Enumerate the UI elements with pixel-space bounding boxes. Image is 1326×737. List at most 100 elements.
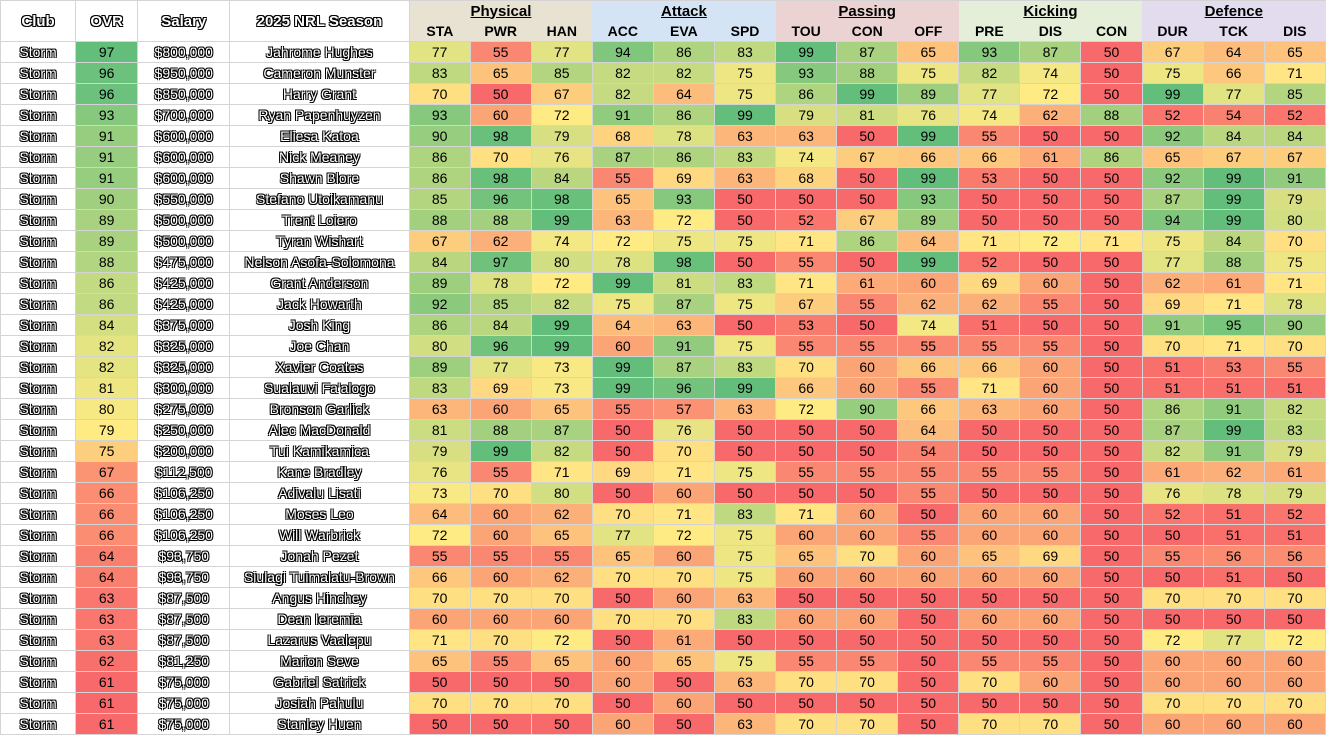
- stat-cell-spd: 75: [713, 650, 777, 672]
- stat-cell-eva: 93: [652, 188, 715, 210]
- stat-cell-han: 84: [530, 167, 593, 189]
- stat-cell-pass-con: 60: [836, 608, 899, 630]
- stat-cell-sta: 73: [408, 482, 471, 504]
- stat-cell-def-dis: 51: [1263, 524, 1326, 546]
- stat-cell-spd: 50: [713, 419, 777, 441]
- stat-cell-tou: 55: [775, 251, 838, 273]
- stat-header-kick-con: CON: [1080, 21, 1143, 42]
- stat-cell-spd: 50: [713, 629, 777, 651]
- stat-cell-kick-dis: 72: [1019, 230, 1082, 252]
- stat-cell-sta: 70: [408, 587, 471, 609]
- stat-cell-kick-con: 50: [1080, 251, 1143, 273]
- stat-cell-tck: 53: [1202, 356, 1265, 378]
- salary-cell: $475,000: [137, 251, 231, 273]
- ovr-cell: 86: [75, 293, 139, 315]
- stat-cell-dur: 75: [1141, 230, 1204, 252]
- stat-cell-pwr: 50: [469, 83, 532, 105]
- stat-cell-dur: 62: [1141, 272, 1204, 294]
- stat-cell-tou: 70: [775, 713, 838, 735]
- stat-cell-dur: 70: [1141, 692, 1204, 714]
- club-cell: Storm: [0, 335, 77, 357]
- club-cell: Storm: [0, 503, 77, 525]
- stat-cell-pre: 82: [958, 62, 1021, 84]
- stat-cell-sta: 71: [408, 629, 471, 651]
- ovr-cell: 61: [75, 713, 139, 735]
- stat-cell-kick-dis: 50: [1019, 629, 1082, 651]
- stat-header-off: OFF: [897, 21, 959, 42]
- stat-cell-pre: 55: [958, 335, 1021, 357]
- salary-cell: $106,250: [137, 524, 231, 546]
- stat-cell-dur: 50: [1141, 608, 1204, 630]
- stat-cell-han: 65: [530, 398, 593, 420]
- stat-cell-pre: 55: [958, 461, 1021, 483]
- stat-cell-spd: 50: [713, 251, 777, 273]
- stat-cell-han: 80: [530, 482, 593, 504]
- club-cell: Storm: [0, 188, 77, 210]
- stat-cell-tou: 50: [775, 482, 838, 504]
- stat-cell-pwr: 96: [469, 188, 532, 210]
- stat-cell-pwr: 97: [469, 251, 532, 273]
- group-kicking: Kicking: [958, 0, 1143, 21]
- player-name-cell: Gabriel Satrick: [229, 671, 410, 693]
- stat-cell-dur: 94: [1141, 209, 1204, 231]
- stat-header-pass-con: CON: [836, 21, 898, 42]
- stat-cell-kick-dis: 72: [1019, 83, 1082, 105]
- stat-cell-sta: 70: [408, 83, 471, 105]
- stat-cell-han: 50: [530, 713, 593, 735]
- stat-cell-off: 60: [897, 272, 960, 294]
- stat-cell-sta: 79: [408, 440, 471, 462]
- stat-cell-tck: 61: [1202, 272, 1265, 294]
- player-name-cell: Lazarus Vaalepu: [229, 629, 410, 651]
- stat-cell-def-dis: 82: [1263, 398, 1326, 420]
- stat-cell-tou: 63: [775, 125, 838, 147]
- stat-cell-pwr: 99: [469, 440, 532, 462]
- player-name-cell: Jonah Pezet: [229, 545, 410, 567]
- stat-cell-spd: 50: [713, 440, 777, 462]
- stat-cell-kick-con: 50: [1080, 419, 1143, 441]
- stat-cell-eva: 69: [652, 167, 715, 189]
- stat-cell-pass-con: 81: [836, 104, 899, 126]
- club-cell: Storm: [0, 398, 77, 420]
- stat-header-acc: ACC: [592, 21, 654, 42]
- stat-cell-tck: 50: [1202, 608, 1265, 630]
- stat-cell-tck: 95: [1202, 314, 1265, 336]
- stat-cell-tou: 52: [775, 209, 838, 231]
- stat-cell-off: 50: [897, 608, 960, 630]
- stat-cell-kick-dis: 60: [1019, 566, 1082, 588]
- stat-cell-tck: 99: [1202, 188, 1265, 210]
- stat-cell-kick-dis: 50: [1019, 440, 1082, 462]
- stat-cell-tou: 74: [775, 146, 838, 168]
- stat-cell-tou: 86: [775, 83, 838, 105]
- salary-cell: $950,000: [137, 62, 231, 84]
- stat-cell-sta: 70: [408, 692, 471, 714]
- stat-cell-kick-con: 50: [1080, 503, 1143, 525]
- stat-cell-spd: 50: [713, 314, 777, 336]
- table-row: Storm 82 $325,000 Xavier Coates 89 77 73 99 87 83…: [0, 356, 1326, 378]
- ovr-cell: 91: [75, 125, 139, 147]
- ovr-cell: 97: [75, 41, 139, 63]
- stat-cell-spd: 50: [713, 692, 777, 714]
- salary-cell: $87,500: [137, 608, 231, 630]
- table-row: Storm 63 $87,500 Lazarus Vaalepu 71 70 72 50 61 5…: [0, 629, 1326, 651]
- stat-cell-dur: 77: [1141, 251, 1204, 273]
- club-cell: Storm: [0, 83, 77, 105]
- stat-cell-pre: 50: [958, 419, 1021, 441]
- stat-cell-pass-con: 55: [836, 461, 899, 483]
- ovr-cell: 86: [75, 272, 139, 294]
- club-cell: Storm: [0, 713, 77, 735]
- stat-cell-pre: 55: [958, 125, 1021, 147]
- salary-cell: $93,750: [137, 566, 231, 588]
- stat-cell-tou: 60: [775, 524, 838, 546]
- player-name-cell: Kane Bradley: [229, 461, 410, 483]
- salary-cell: $87,500: [137, 629, 231, 651]
- stat-cell-acc: 55: [591, 167, 654, 189]
- stat-cell-def-dis: 50: [1263, 566, 1326, 588]
- stat-cell-pass-con: 67: [836, 146, 899, 168]
- stat-cell-kick-dis: 55: [1019, 461, 1082, 483]
- ovr-cell: 66: [75, 524, 139, 546]
- stat-cell-tck: 54: [1202, 104, 1265, 126]
- stat-cell-spd: 75: [713, 83, 777, 105]
- salary-cell: $550,000: [137, 188, 231, 210]
- stat-cell-off: 60: [897, 545, 960, 567]
- stat-cell-pre: 50: [958, 629, 1021, 651]
